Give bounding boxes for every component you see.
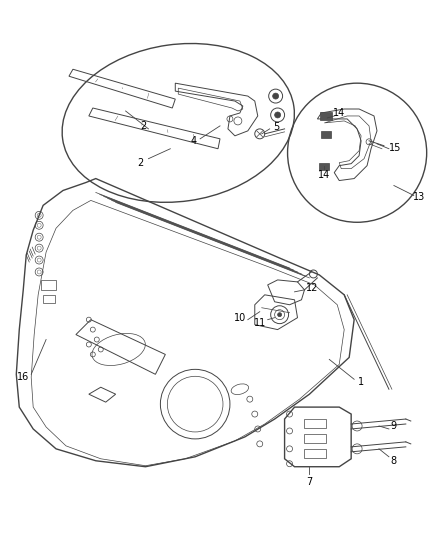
- Bar: [318, 163, 328, 169]
- Text: 12: 12: [306, 283, 318, 293]
- Text: 10: 10: [233, 313, 245, 322]
- Text: 16: 16: [17, 372, 29, 382]
- Bar: [43, 295, 55, 303]
- Bar: [304, 449, 325, 458]
- Text: 5: 5: [273, 122, 279, 132]
- Text: 15: 15: [388, 143, 400, 153]
- Text: 2: 2: [137, 158, 143, 168]
- Text: 2: 2: [140, 121, 146, 131]
- Text: 7: 7: [306, 477, 312, 487]
- Bar: [320, 112, 332, 120]
- Bar: [304, 434, 325, 443]
- Text: 14: 14: [332, 108, 345, 118]
- Bar: [304, 419, 325, 428]
- Text: 4: 4: [190, 136, 196, 146]
- Circle shape: [274, 112, 280, 118]
- Text: 14: 14: [318, 169, 330, 180]
- Circle shape: [277, 313, 281, 317]
- Bar: [41, 280, 56, 290]
- Text: 9: 9: [390, 421, 396, 431]
- Text: 11: 11: [253, 318, 265, 328]
- Circle shape: [272, 93, 278, 99]
- Text: 1: 1: [357, 377, 364, 387]
- Text: 8: 8: [390, 456, 396, 466]
- Text: 13: 13: [412, 192, 424, 203]
- Bar: [321, 131, 331, 138]
